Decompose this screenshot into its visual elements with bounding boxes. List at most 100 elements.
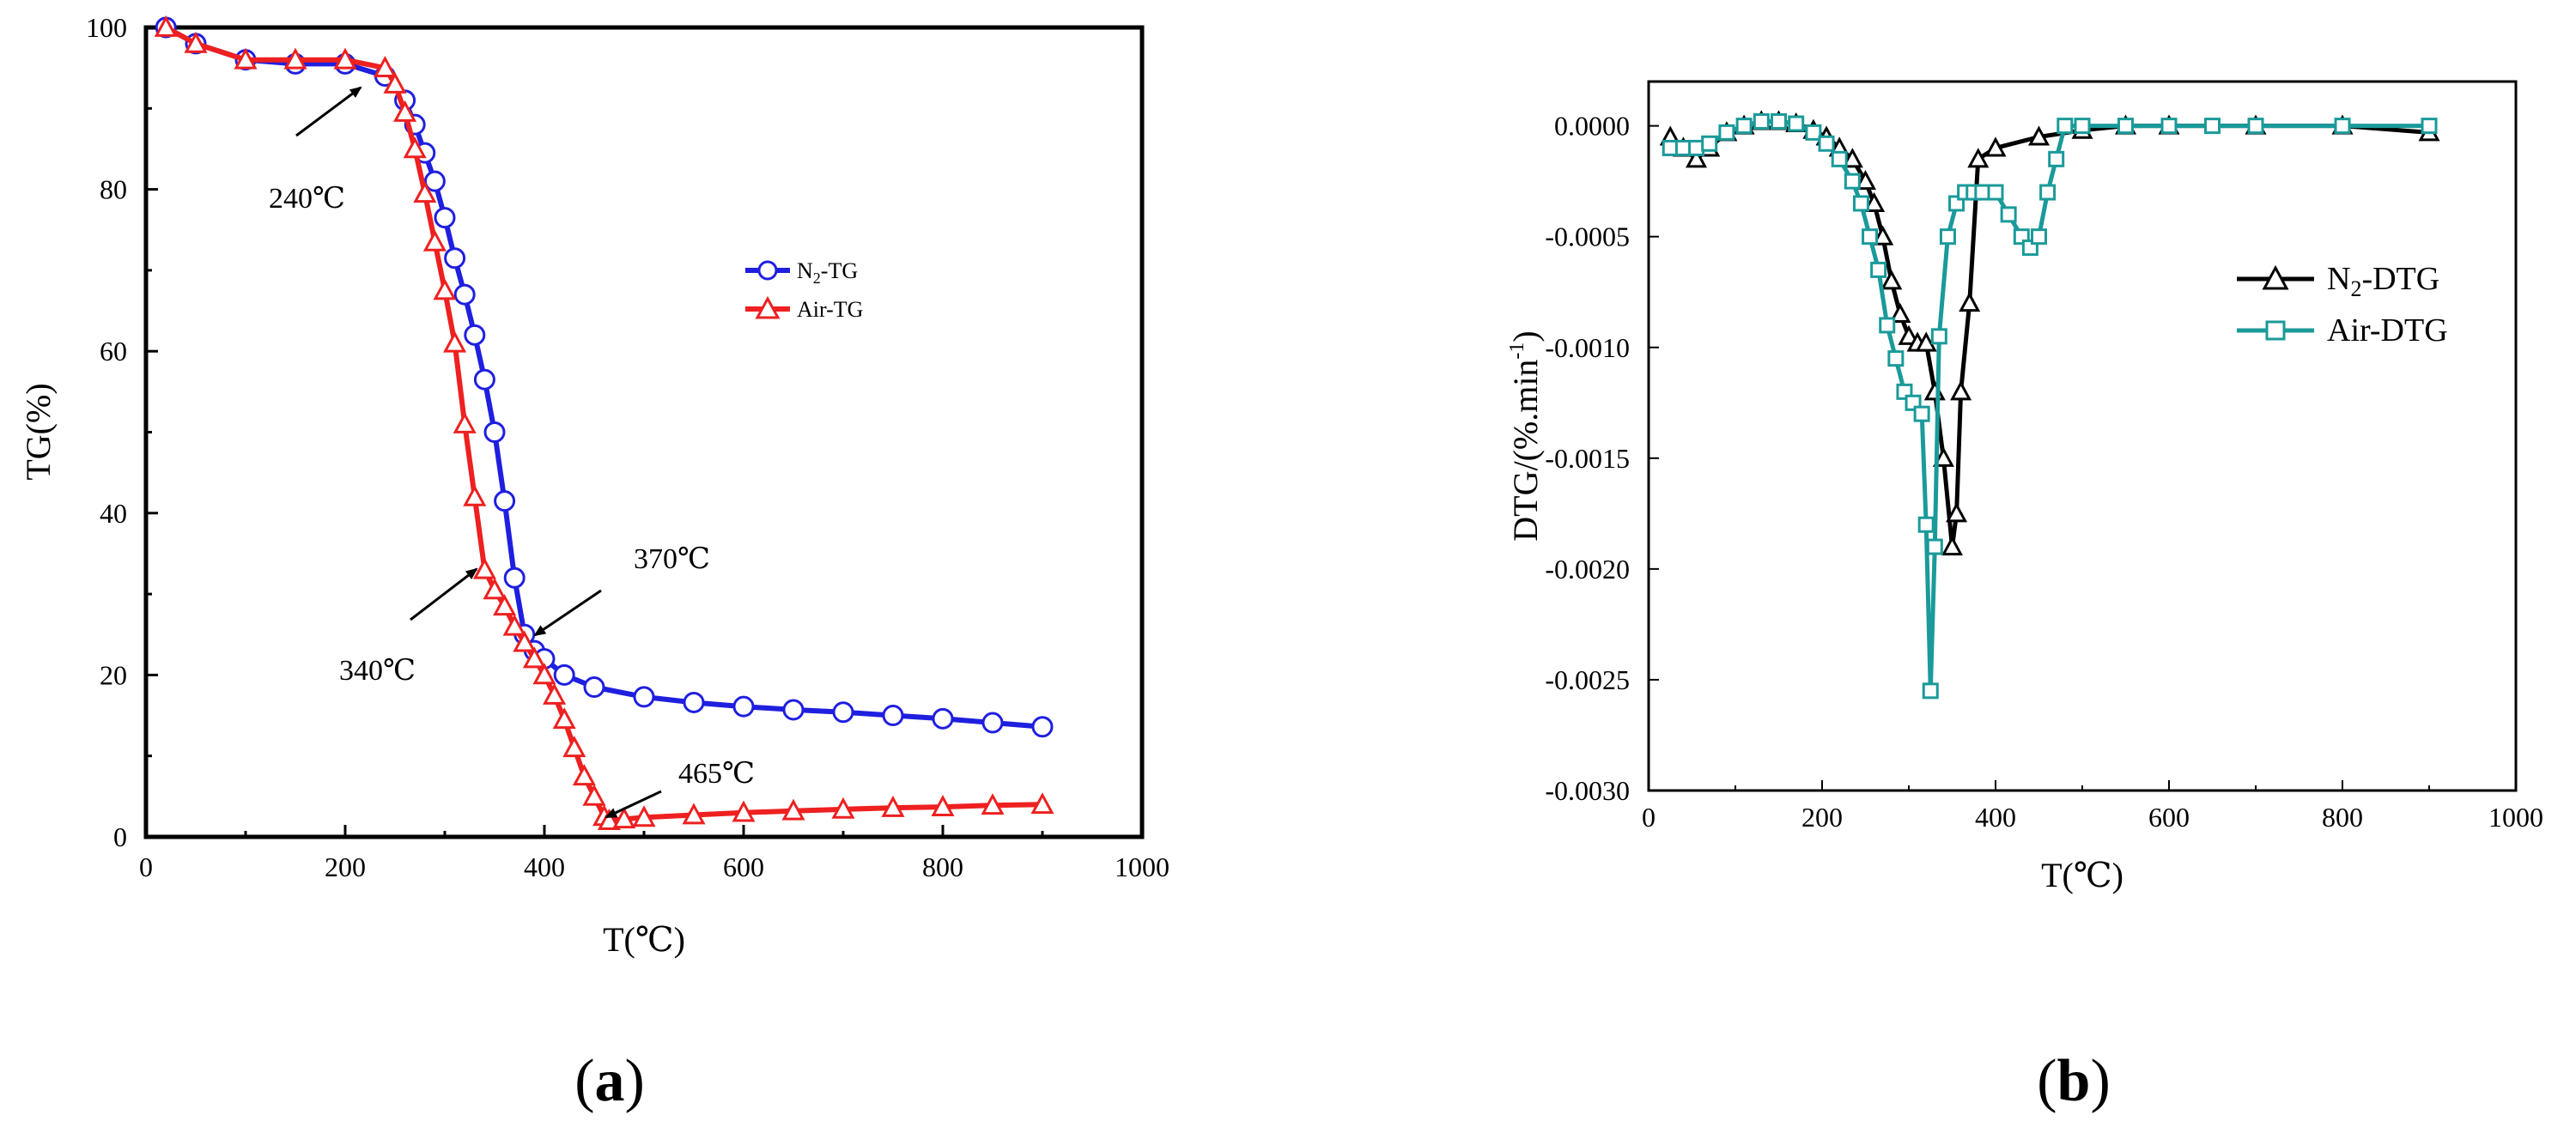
data-point — [931, 794, 955, 816]
panel-label-b: (b) — [2037, 1048, 2111, 1114]
y-tick-label: 0 — [113, 821, 127, 852]
data-point — [1984, 136, 2007, 157]
data-point — [2048, 150, 2065, 167]
data-point — [1863, 191, 1886, 212]
data-point — [463, 484, 487, 506]
data-point — [494, 490, 516, 512]
annotation-465-label: 465℃ — [678, 758, 755, 790]
data-point — [2421, 118, 2438, 135]
data-point — [732, 695, 755, 718]
data-point — [2039, 184, 2057, 201]
data-point — [1872, 225, 1894, 245]
data-point — [1974, 184, 1991, 201]
data-point — [1879, 317, 1896, 334]
data-point — [1662, 139, 1679, 156]
data-point — [831, 797, 855, 819]
y-tick-label: 60 — [100, 336, 127, 367]
chart-a-legend-label-air: Air-TG — [797, 297, 863, 322]
data-point — [453, 283, 476, 306]
chart-a-annotations: 240℃ 340℃ 370℃ 465℃ — [269, 86, 755, 819]
data-point — [1923, 380, 1946, 401]
data-point — [1862, 228, 1879, 245]
data-point — [444, 247, 466, 270]
data-point — [443, 330, 467, 353]
series-0 — [155, 16, 1054, 738]
x-tick-label: 600 — [723, 851, 764, 882]
chart-b-plot-frame — [1647, 80, 2518, 792]
data-point — [2117, 118, 2134, 135]
data-point — [1889, 302, 1911, 324]
chart-a: 0 200 400 600 800 1000 0 20 40 60 80 100 T(℃) TG(%… — [19, 12, 1170, 959]
data-point — [403, 136, 427, 159]
data-point — [522, 646, 546, 669]
chart-a-legend-label-n2: N2-TG — [797, 258, 858, 287]
data-point — [1917, 516, 1935, 533]
data-point — [552, 707, 576, 730]
chart-a-legend-marker-n2 — [757, 260, 778, 281]
data-point — [1818, 135, 1835, 152]
series-1 — [154, 15, 1054, 830]
data-point — [1870, 261, 1887, 278]
data-point — [532, 663, 556, 685]
chart-b-y-axis: 0.0000 -0.0005 -0.0010 -0.0015 -0.0020 -0.002… — [1545, 111, 1659, 806]
data-point — [562, 736, 586, 758]
data-point — [781, 798, 805, 821]
data-point — [632, 805, 656, 827]
x-tick-label: 400 — [524, 851, 565, 882]
y-tick-label: 20 — [100, 659, 127, 690]
data-point — [2334, 118, 2351, 135]
data-point — [1959, 291, 1981, 312]
y-tick-label: 0.0000 — [1554, 111, 1630, 142]
data-point — [1688, 139, 1705, 156]
x-tick-label: 800 — [2322, 802, 2363, 833]
data-point — [373, 55, 397, 77]
data-point — [2204, 118, 2221, 135]
annotation-465: 465℃ — [605, 758, 755, 819]
data-point — [583, 676, 605, 699]
data-point — [503, 566, 526, 589]
chart-b-legend-label-air: Air-DTG — [2327, 312, 2448, 348]
x-tick-label: 800 — [922, 851, 963, 882]
data-point — [483, 578, 507, 600]
data-point — [1031, 716, 1054, 738]
data-point — [1932, 446, 1954, 467]
data-point — [732, 800, 756, 822]
chart-b: 0 200 400 600 800 1000 0.0000 -0.0005 -0.0010 -0… — [1506, 80, 2543, 894]
chart-a-legend-marker-air — [755, 295, 781, 319]
series-line — [164, 25, 1043, 730]
data-point — [1946, 502, 1968, 523]
chart-b-legend-marker-air — [2265, 320, 2286, 341]
data-point — [413, 181, 437, 203]
x-tick-label: 200 — [325, 851, 366, 882]
annotation-240: 240℃ — [269, 86, 362, 215]
data-point — [2031, 228, 2047, 245]
data-point — [882, 705, 904, 727]
data-point — [981, 712, 1004, 734]
data-point — [2160, 118, 2178, 135]
annotation-340-arrow — [410, 567, 478, 621]
annotation-340: 340℃ — [339, 567, 478, 687]
data-point — [234, 47, 258, 70]
x-tick-label: 600 — [2148, 802, 2190, 833]
y-tick-label: -0.0005 — [1545, 221, 1630, 252]
data-point — [832, 701, 854, 724]
data-point — [582, 784, 606, 806]
data-point — [1913, 405, 1930, 422]
x-tick-label: 1000 — [2488, 802, 2543, 833]
data-point — [1939, 228, 1956, 245]
data-point — [1841, 148, 1863, 168]
series-line — [164, 25, 1043, 824]
data-point — [1735, 118, 1753, 135]
data-point — [464, 324, 486, 346]
data-point — [1771, 112, 1787, 130]
data-point — [383, 71, 407, 94]
series-line — [1670, 119, 2429, 694]
chart-b-x-axis-label: T(℃) — [2041, 856, 2123, 894]
data-point — [553, 663, 575, 686]
chart-b-legend: N2-DTG Air-DTG — [2237, 261, 2448, 348]
annotation-465-arrow — [605, 790, 662, 819]
x-tick-label: 0 — [1642, 802, 1656, 833]
chart-b-legend-label-n2: N2-DTG — [2327, 261, 2439, 301]
y-tick-label: 100 — [86, 12, 127, 43]
data-point — [2247, 118, 2264, 135]
